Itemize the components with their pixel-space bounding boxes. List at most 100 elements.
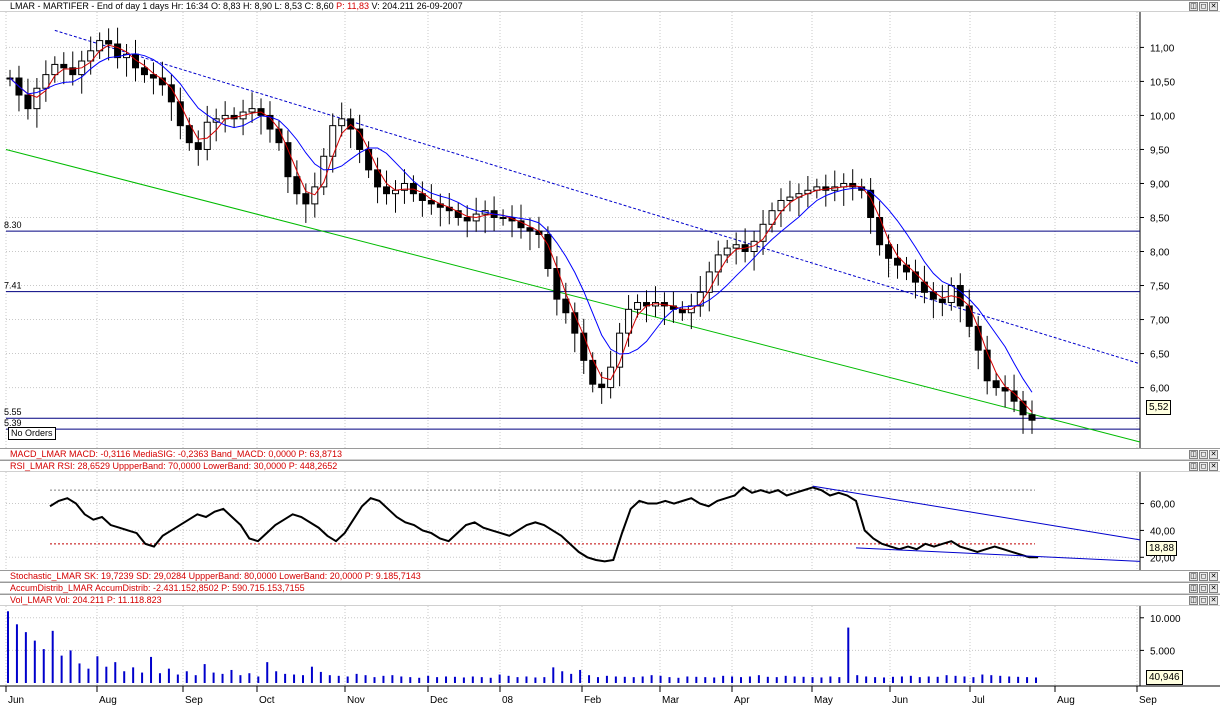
maximize-icon[interactable]: ◻ xyxy=(1199,584,1208,593)
candle-body xyxy=(185,125,193,144)
candle-body xyxy=(24,94,32,110)
x-tick-label: Jul xyxy=(972,695,985,706)
no-orders-button[interactable]: No Orders xyxy=(8,427,56,440)
main-chart-header: LMAR - MARTIFER - End of day 1 days Hr: … xyxy=(0,0,1220,12)
candle-body xyxy=(400,182,408,191)
candle-body xyxy=(1019,400,1027,416)
candle-body xyxy=(275,128,283,144)
upper-trend-line xyxy=(54,29,1141,365)
candle-body xyxy=(786,196,794,201)
y-tick-label: 10.000 xyxy=(1150,614,1181,625)
maximize-icon[interactable]: ◻ xyxy=(1199,462,1208,471)
candle-body xyxy=(714,254,722,273)
candle-body xyxy=(338,118,346,127)
candle-body xyxy=(678,308,686,314)
y-tick-label: 6,50 xyxy=(1150,350,1170,361)
y-tick-label: 11,00 xyxy=(1150,43,1175,54)
last-price-box: 5,52 xyxy=(1146,400,1172,415)
y-tick-label: 7,50 xyxy=(1150,282,1170,293)
candle-body xyxy=(158,77,166,86)
candle-body xyxy=(427,199,435,205)
candle-body xyxy=(911,271,919,283)
x-tick-label: 08 xyxy=(502,695,514,706)
maximize-icon[interactable]: ◻ xyxy=(1199,450,1208,459)
rsi-chart[interactable]: 60,00 40,00 20,00 xyxy=(0,472,1220,570)
restore-icon[interactable]: ◫ xyxy=(1189,462,1198,471)
x-tick-label: Sep xyxy=(185,695,203,706)
candle-body xyxy=(69,67,77,76)
candle-body xyxy=(391,189,399,195)
rsi-panel-header: RSI_LMAR RSI: 28,6529 UppperBand: 70,000… xyxy=(0,460,1220,472)
candle-body xyxy=(732,244,740,249)
candle-body xyxy=(60,63,68,69)
candle-body xyxy=(634,302,642,310)
level-label: 7.41 xyxy=(4,281,22,291)
candle-body xyxy=(885,244,893,259)
close-icon[interactable]: ✕ xyxy=(1209,584,1218,593)
candle-body xyxy=(983,349,991,382)
y-tick-label: 5.000 xyxy=(1150,646,1175,657)
fast-ma-line xyxy=(9,44,1033,413)
volume-chart[interactable]: 10.000 5.000 Jun Aug Sep Oct Nov Dec 08 Feb Mar Apr… xyxy=(0,606,1220,706)
x-tick-label: Dec xyxy=(430,695,448,706)
y-tick-label: 8,00 xyxy=(1150,248,1170,259)
close-icon[interactable]: ✕ xyxy=(1209,596,1218,605)
restore-icon[interactable]: ◫ xyxy=(1189,596,1198,605)
price-chart[interactable]: 11,00 10,50 10,00 9,50 9,00 8,50 8,00 7,50 7,00 6… xyxy=(0,12,1220,448)
rsi-trend-lower xyxy=(855,547,1141,562)
window-controls: ◫ ◻ ✕ xyxy=(1189,2,1218,11)
candle-body xyxy=(499,216,507,219)
close-icon[interactable]: ✕ xyxy=(1209,572,1218,581)
y-tick-label: 20,00 xyxy=(1150,553,1175,564)
candle-body xyxy=(320,155,328,188)
close-icon[interactable]: ✕ xyxy=(1209,462,1218,471)
candle-body xyxy=(589,359,597,385)
x-tick-label: Mar xyxy=(662,695,680,706)
maximize-icon[interactable]: ◻ xyxy=(1199,596,1208,605)
y-tick-label: 60,00 xyxy=(1150,500,1175,511)
volume-last-box: 40,946 xyxy=(1146,670,1183,685)
maximize-icon[interactable]: ◻ xyxy=(1199,2,1208,11)
restore-icon[interactable]: ◫ xyxy=(1189,584,1198,593)
level-label: 8.30 xyxy=(4,220,22,230)
candle-body xyxy=(580,332,588,361)
restore-icon[interactable]: ◫ xyxy=(1189,450,1198,459)
candle-body xyxy=(625,308,633,334)
candle-body xyxy=(248,108,256,113)
candle-body xyxy=(938,298,946,304)
candle-body xyxy=(365,148,373,171)
maximize-icon[interactable]: ◻ xyxy=(1199,572,1208,581)
y-tick-label: 9,00 xyxy=(1150,179,1170,190)
y-tick-label: 10,50 xyxy=(1150,77,1175,88)
quote-line: LMAR - MARTIFER - End of day 1 days Hr: … xyxy=(10,1,463,11)
candle-body xyxy=(311,186,319,205)
close-icon[interactable]: ✕ xyxy=(1209,450,1218,459)
rsi-line xyxy=(49,486,1038,563)
x-tick-label: Aug xyxy=(1057,695,1075,706)
candle-body xyxy=(965,305,973,327)
x-tick-label: Feb xyxy=(584,695,602,706)
candle-body xyxy=(284,142,292,178)
x-tick-label: Sep xyxy=(1139,695,1157,706)
candle-body xyxy=(374,169,382,188)
x-tick-label: Aug xyxy=(99,695,117,706)
level-label: 5.55 xyxy=(4,407,22,417)
candle-body xyxy=(302,193,310,205)
candle-body xyxy=(849,182,857,188)
candle-body xyxy=(759,223,767,242)
candle-body xyxy=(929,291,937,300)
candle-body xyxy=(974,325,982,351)
restore-icon[interactable]: ◫ xyxy=(1189,572,1198,581)
restore-icon[interactable]: ◫ xyxy=(1189,2,1198,11)
candle-body xyxy=(33,87,41,110)
y-tick-label: 8,50 xyxy=(1150,213,1170,224)
close-icon[interactable]: ✕ xyxy=(1209,2,1218,11)
candle-body xyxy=(616,332,624,368)
candle-body xyxy=(723,247,731,256)
candle-body xyxy=(409,182,417,195)
rsi-trend-upper xyxy=(812,485,1141,541)
candle-body xyxy=(562,298,570,314)
x-tick-label: Nov xyxy=(347,695,365,706)
stochastic-label: Stochastic_LMAR SK: 19,7239 SD: 29,0284 … xyxy=(10,571,421,581)
rsi-last-box: 18,88 xyxy=(1146,541,1178,556)
